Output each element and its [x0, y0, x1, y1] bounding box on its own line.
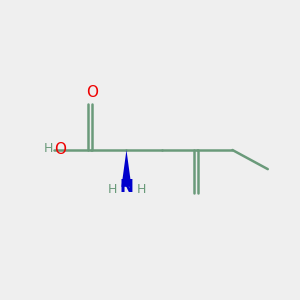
Text: H: H [108, 183, 117, 196]
Text: H: H [44, 142, 53, 155]
Text: H: H [137, 183, 146, 196]
Text: N: N [119, 178, 134, 196]
Text: O: O [87, 85, 99, 100]
Polygon shape [122, 150, 131, 187]
Text: O: O [54, 142, 66, 158]
